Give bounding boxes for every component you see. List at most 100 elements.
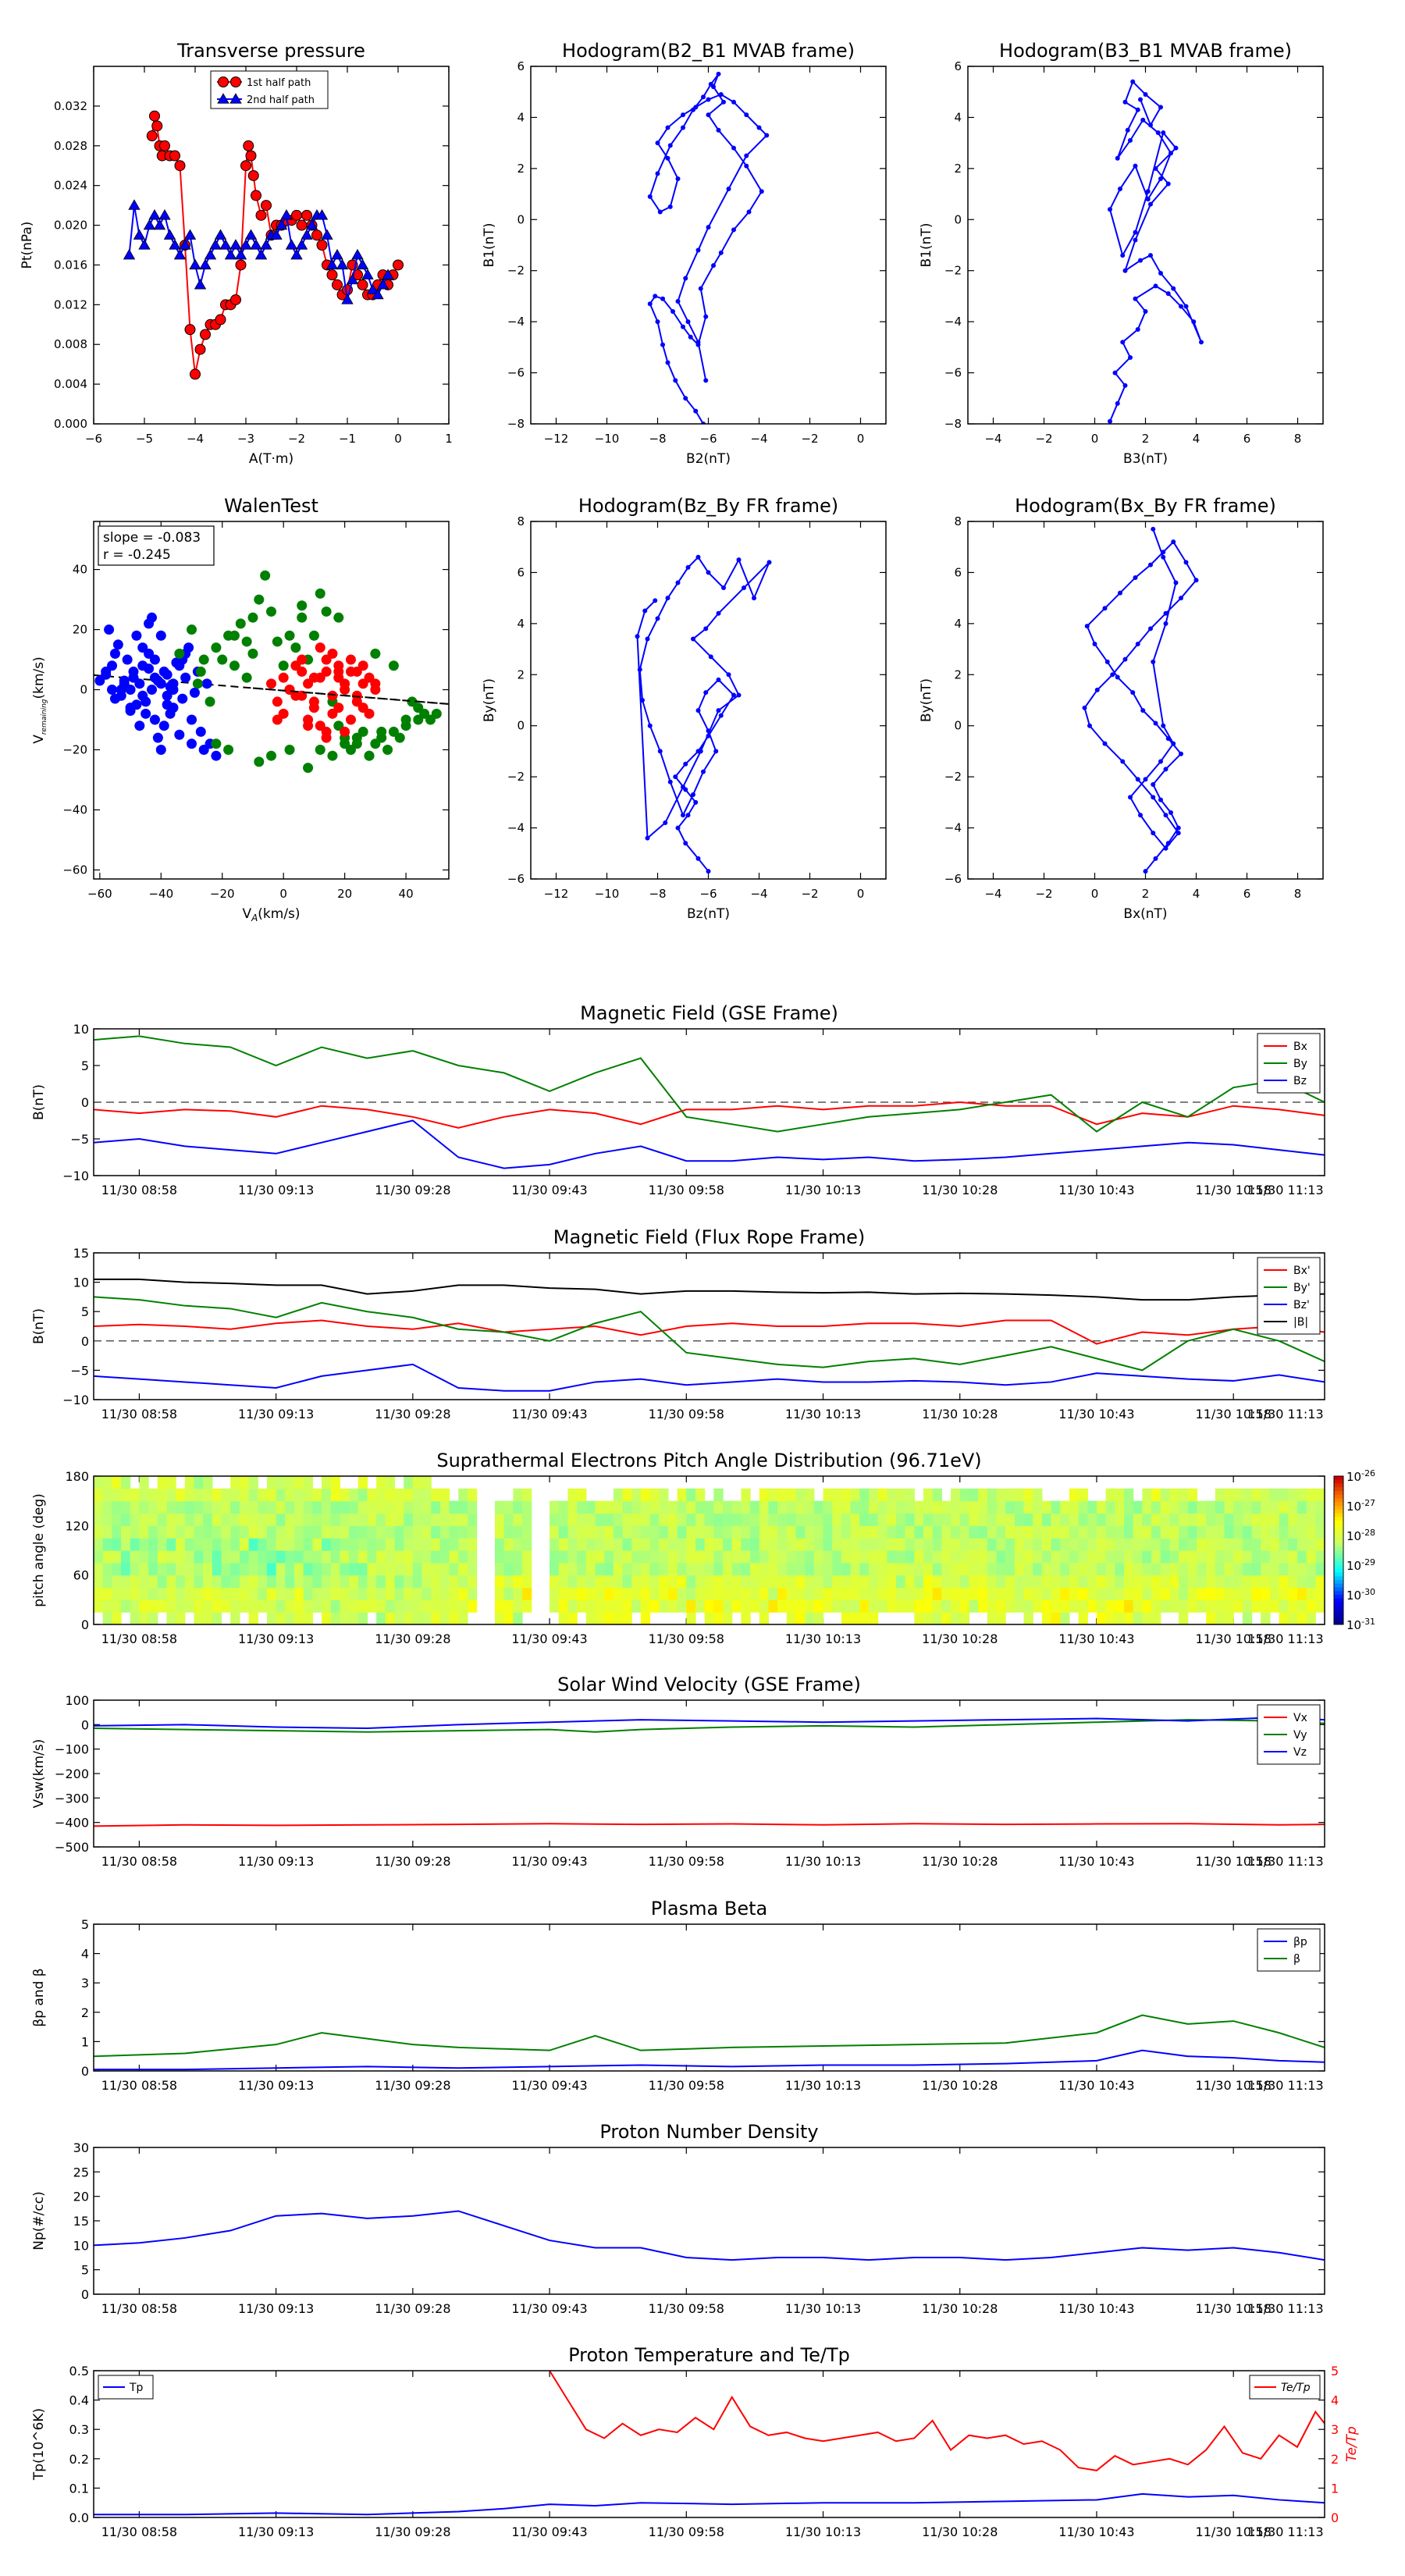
- y-tick-label: 100: [65, 1693, 89, 1708]
- heatmap-cell: [458, 1488, 468, 1502]
- data-point: [703, 626, 709, 632]
- heatmap-cell: [823, 1550, 833, 1564]
- heatmap-cell: [823, 1599, 833, 1613]
- series-path: [128, 205, 389, 301]
- data-point: [731, 227, 736, 233]
- heatmap-cell: [1242, 1574, 1253, 1589]
- heatmap-cell: [914, 1587, 924, 1600]
- heatmap-cell: [723, 1612, 733, 1624]
- x-tick-label: 11/30 08:58: [101, 2301, 177, 2316]
- data-point: [325, 258, 339, 270]
- heatmap-cell: [439, 1612, 450, 1624]
- data-point: [1133, 237, 1138, 243]
- plot-area: [94, 2014, 1325, 2071]
- heatmap-cell: [176, 1612, 186, 1624]
- heatmap-cell: [303, 1599, 313, 1613]
- heatmap-cell: [139, 1612, 149, 1624]
- heatmap-cell: [203, 1562, 213, 1576]
- heatmap-cell: [1288, 1562, 1298, 1576]
- heatmap-cell: [941, 1587, 951, 1600]
- series-|B|: [94, 1278, 1325, 1301]
- heatmap-cell: [704, 1500, 714, 1514]
- heatmap-cell: [522, 1513, 532, 1526]
- heatmap-cell: [404, 1476, 414, 1489]
- data-point: [1128, 795, 1133, 800]
- heatmap-cell: [1142, 1500, 1152, 1514]
- data-point: [752, 596, 756, 601]
- heatmap-cell: [1160, 1599, 1171, 1613]
- heatmap-cell: [914, 1538, 924, 1551]
- data-point: [370, 678, 381, 689]
- series-line: [647, 71, 770, 424]
- heatmap-cell: [558, 1574, 569, 1589]
- data-point: [261, 200, 272, 212]
- data-point: [101, 666, 112, 677]
- heatmap-cell: [166, 1550, 176, 1564]
- data-point: [665, 596, 670, 601]
- heatmap-cell: [312, 1562, 322, 1576]
- heatmap-cell: [604, 1550, 614, 1564]
- heatmap-cell: [248, 1574, 258, 1589]
- heatmap-cell: [850, 1538, 860, 1551]
- heatmap-cell: [805, 1574, 815, 1589]
- heatmap-cell: [1005, 1538, 1016, 1551]
- heatmap-cell: [877, 1513, 887, 1526]
- heatmap-cell: [1297, 1488, 1307, 1502]
- data-point: [1148, 253, 1153, 258]
- heatmap-cell: [1224, 1525, 1234, 1539]
- heatmap-cell: [1105, 1550, 1115, 1564]
- y-tick-label: 20: [73, 2190, 89, 2204]
- heatmap-cell: [121, 1599, 131, 1613]
- data-point: [295, 239, 308, 250]
- heatmap-cell: [1069, 1574, 1080, 1589]
- heatmap-cell: [841, 1538, 852, 1551]
- heatmap-cell: [1224, 1488, 1234, 1502]
- heatmap-cell: [130, 1562, 140, 1576]
- colorbar-label: 10-27: [1346, 1498, 1375, 1514]
- heatmap-cell: [868, 1574, 879, 1589]
- heatmap-cell: [112, 1538, 122, 1551]
- data-point: [272, 714, 283, 725]
- x-tick-label: 11/30 10:43: [1058, 1631, 1134, 1646]
- heatmap-cell: [322, 1538, 332, 1551]
- data-point: [695, 856, 701, 861]
- heatmap-cell: [841, 1612, 852, 1624]
- x-tick-label: 6: [1243, 432, 1251, 446]
- heatmap-cell: [276, 1599, 286, 1613]
- data-point: [721, 585, 726, 591]
- heatmap-cell: [121, 1488, 131, 1502]
- heatmap-cell: [121, 1513, 131, 1526]
- y-tick-label: 6: [954, 565, 962, 579]
- heatmap-cell: [230, 1538, 240, 1551]
- heatmap-cell: [230, 1513, 240, 1526]
- data-point: [1130, 690, 1136, 696]
- heatmap-cell: [439, 1500, 450, 1514]
- colorbar-cell: [1334, 1513, 1343, 1517]
- data-point: [230, 294, 241, 305]
- heatmap-cell: [1197, 1500, 1207, 1514]
- data-point: [1163, 621, 1168, 626]
- heatmap-cell: [221, 1574, 231, 1589]
- heatmap-cell: [458, 1599, 468, 1613]
- heatmap-cell: [1279, 1612, 1289, 1624]
- heatmap-cell: [212, 1562, 222, 1576]
- data-point: [234, 248, 247, 260]
- heatmap-cell: [613, 1587, 624, 1600]
- colorbar-cell: [1334, 1509, 1343, 1514]
- heatmap-cell: [367, 1513, 377, 1526]
- data-point: [708, 654, 713, 660]
- data-point: [1168, 151, 1173, 156]
- x-tick-label: 11/30 10:58: [1196, 1407, 1272, 1421]
- data-point: [756, 125, 762, 130]
- x-tick-label: 11/30 10:58: [1196, 1854, 1272, 1869]
- colorbar-label: 10-31: [1346, 1617, 1375, 1632]
- heatmap-cell: [322, 1599, 332, 1613]
- heatmap-cell: [1033, 1513, 1043, 1526]
- heatmap-cell: [102, 1587, 112, 1600]
- data-point: [1163, 610, 1168, 616]
- x-tick-label: −2: [288, 432, 305, 446]
- heatmap-cell: [513, 1500, 523, 1514]
- data-point: [315, 642, 325, 653]
- data-point: [1163, 845, 1168, 851]
- x-tick-label: 11/30 08:58: [101, 2078, 177, 2093]
